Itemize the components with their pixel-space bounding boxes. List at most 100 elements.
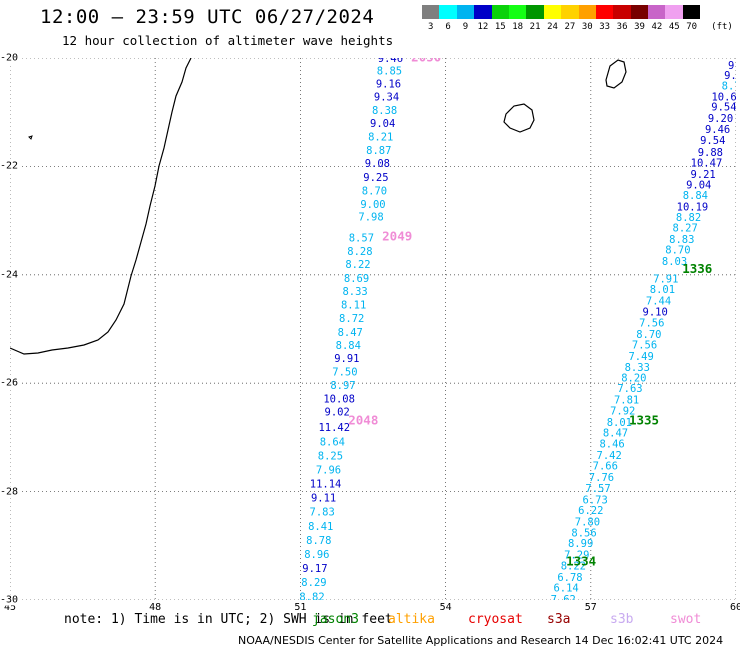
wave-height-value: 7.56: [639, 318, 664, 330]
track-time-label: 1335: [629, 413, 659, 428]
wave-height-value: 8.01: [650, 284, 675, 296]
wave-height-value: 8.22: [345, 259, 370, 271]
wave-height-value: 8.78: [306, 535, 331, 547]
wave-height-value: 9.88: [698, 147, 723, 159]
satellite-legend-s3b: s3b: [610, 612, 634, 627]
wave-height-value: 11.14: [310, 479, 342, 491]
scale-swatch: [595, 5, 614, 19]
wave-height-value: 9.04: [370, 118, 395, 130]
wave-height-value: 8.84: [336, 340, 361, 352]
wave-height-value: 9.6: [724, 70, 736, 82]
scale-label: 15: [494, 22, 506, 32]
wave-height-value: 8.38: [372, 105, 397, 117]
scale-label: 6: [445, 22, 451, 32]
y-tick-label: -20: [0, 52, 20, 64]
wave-height-value: 9.54: [700, 135, 725, 147]
wave-height-value: 8.33: [342, 286, 367, 298]
wave-height-value: 6.78: [557, 572, 582, 584]
satellite-tracks: 9.468.859.169.348.389.048.218.879.089.25…: [299, 58, 736, 600]
wave-height-value: 8.27: [673, 223, 698, 235]
wave-height-value: 9.34: [374, 92, 399, 104]
wave-height-value: 8.21: [368, 132, 393, 144]
wave-height-value: 8.69: [344, 273, 369, 285]
wave-height-value: 11.42: [318, 422, 350, 434]
wave-height-value: 8.03: [662, 256, 687, 268]
x-tick-label: 51: [294, 602, 307, 613]
track-time-label: 1334: [566, 554, 596, 569]
wave-height-value: 8.01: [607, 417, 632, 429]
track-time-label: 2050: [411, 58, 441, 65]
wave-height-value: 7.81: [614, 395, 639, 407]
x-tick-label: 60: [729, 602, 740, 613]
scale-label: 9: [462, 22, 469, 32]
wave-height-value: 8.70: [362, 185, 387, 197]
wave-height-value: 9.20: [708, 113, 733, 125]
scale-swatch: [682, 5, 701, 19]
scale-swatch: [439, 5, 457, 19]
mauritius-island: [605, 59, 627, 89]
wave-height-value: 8.29: [301, 577, 326, 589]
y-tick-label: -28: [0, 486, 20, 498]
wave-height-value: 7.80: [575, 516, 600, 528]
wave-height-value: 7.57: [585, 483, 610, 495]
x-tick-label: 45: [3, 602, 17, 613]
satellite-legend-swot: swot: [670, 612, 702, 627]
y-tick-label: -26: [0, 377, 20, 389]
wave-height-value: 7.44: [646, 295, 671, 307]
madagascar-coastline: [10, 58, 192, 355]
wave-height-value: 8.47: [338, 327, 363, 339]
scale-swatch: [561, 5, 579, 19]
wave-height-value: 9.54: [711, 101, 736, 113]
wave-height-value: 8.7: [722, 81, 736, 93]
scale-swatch: [491, 5, 509, 19]
scale-swatch: [665, 5, 683, 19]
wave-height-value: 6.14: [553, 583, 578, 595]
wave-height-value: 7.62: [551, 594, 576, 600]
wave-height-value: 7.96: [316, 464, 341, 476]
wave-height-value: 7.76: [589, 472, 614, 484]
wave-height-value: 7.98: [358, 211, 383, 223]
scale-label: 18: [512, 22, 524, 32]
x-tick-label: 54: [439, 602, 452, 613]
wave-height-value: 8.28: [347, 246, 372, 258]
wave-height-value: 8.47: [603, 428, 628, 440]
scale-label: 33: [599, 22, 611, 32]
scale-label: 3: [427, 22, 434, 32]
wave-height-value: 6.73: [583, 494, 608, 506]
wave-height-value: 9.11: [311, 493, 336, 505]
wave-height-value: 8.11: [341, 300, 366, 312]
wave-height-value: 7.42: [597, 450, 622, 462]
scale-swatch: [648, 5, 666, 19]
wave-height-value: 9.17: [302, 563, 327, 575]
wave-height-value: 8.22: [561, 560, 586, 572]
wave-height-value: 7.56: [632, 339, 657, 351]
wave-height-value: 8.25: [318, 450, 343, 462]
wave-height-value: 10.47: [691, 158, 723, 170]
satellite-legend-cryosat: cryosat: [468, 612, 523, 627]
wave-height-value: 8.64: [320, 436, 345, 448]
scale-label: 39: [634, 22, 645, 32]
wave-height-value: 9.08: [365, 158, 390, 170]
wave-height-value: 9.16: [376, 79, 401, 91]
wave-height-value: 9.25: [363, 172, 388, 184]
scale-label: 30: [581, 22, 593, 32]
note-text: note: 1) Time is in UTC; 2) SWH is in fe…: [64, 612, 393, 627]
wave-height-value: 8.83: [669, 234, 694, 246]
scale-swatch: [578, 5, 596, 19]
wave-height-value: 9.10: [643, 307, 668, 319]
scale-label: 24: [547, 22, 558, 32]
satellite-legend-jason3: jason3: [312, 612, 359, 627]
wave-height-value: 8.85: [377, 66, 402, 78]
small-island: [28, 135, 33, 140]
y-tick-label: -22: [0, 160, 20, 172]
scale-label: 42: [651, 22, 663, 32]
reunion-island: [503, 103, 535, 133]
scale-swatch: [508, 5, 527, 19]
wave-height-value: 9.6: [728, 60, 736, 72]
wave-height-value: 8.82: [676, 212, 701, 224]
color-scale-labels: 3 6 9 12 15 18 21 24 27 30 33 36 39 42 45 70 (ft): [422, 22, 740, 34]
wave-height-value: 7.91: [653, 274, 678, 286]
scale-swatch: [526, 5, 544, 19]
wave-height-value: 7.83: [310, 507, 335, 519]
scale-label: 70: [686, 22, 698, 32]
